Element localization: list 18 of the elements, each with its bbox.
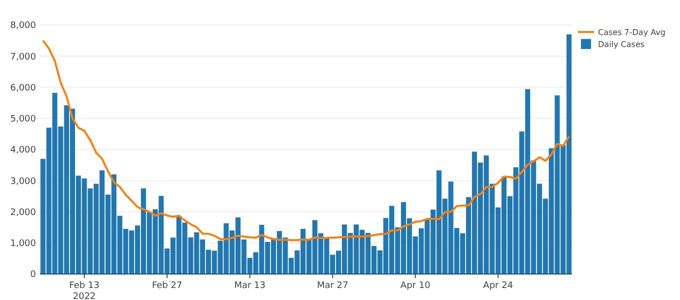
- x-tick-label: Apr 10: [400, 281, 431, 291]
- y-tick-label: 3,000: [10, 176, 36, 187]
- line-series: [42, 40, 570, 242]
- y-tick-label: 6,000: [10, 83, 36, 94]
- x-tick-label: Mar 13: [234, 281, 266, 291]
- x-tick-label: Apr 24: [483, 281, 514, 291]
- legend-label: Cases 7-Day Avg: [598, 28, 666, 37]
- x-tick-label: Feb 13 2022: [69, 281, 100, 300]
- y-tick-label: 8,000: [10, 21, 36, 32]
- y-tick-label: 1,000: [10, 239, 36, 250]
- y-tick-label: 7,000: [10, 52, 36, 62]
- x-tick-label: Feb 27: [152, 281, 182, 291]
- x-tick-label: Mar 27: [316, 281, 348, 291]
- y-tick-label: 5,000: [10, 114, 36, 125]
- y-tick-label: 0: [30, 270, 36, 280]
- y-tick-label: 2,000: [10, 208, 36, 218]
- y-tick-label: 4,000: [10, 146, 36, 156]
- legend-label: Daily Cases: [598, 40, 645, 49]
